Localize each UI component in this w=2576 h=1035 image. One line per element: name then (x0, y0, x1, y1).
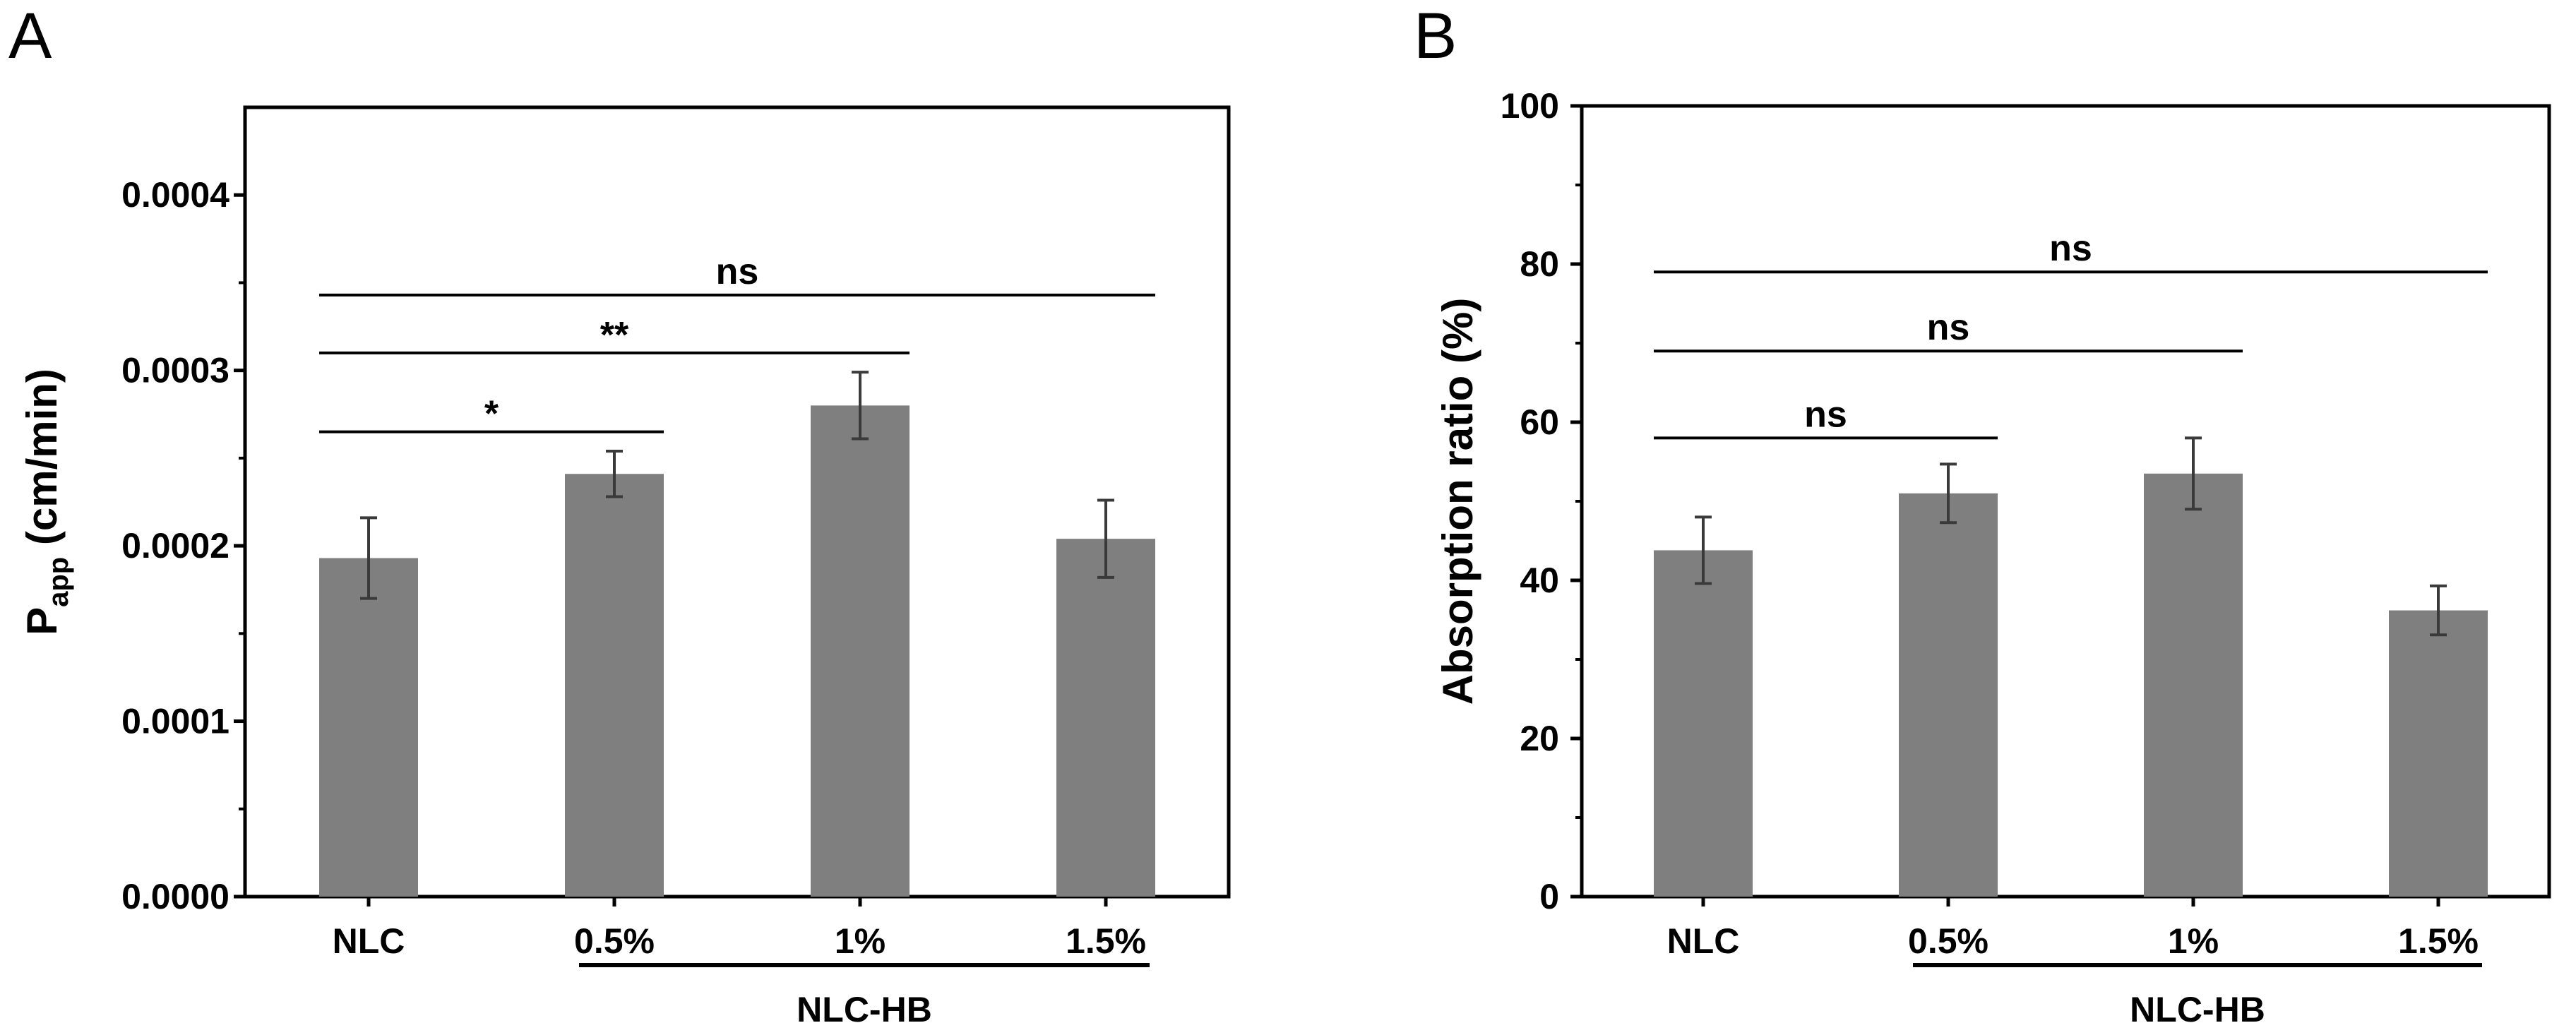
panel-a: A 0.0000 0.0001 0.0002 0.0003 0.0004 NLC 0.5% 1%… (8, 0, 1231, 1029)
x-tick-label: 1% (835, 921, 886, 961)
y-tick-label: 20 (1520, 719, 1559, 758)
y-tick-label: 0.0002 (121, 526, 229, 566)
x-tick-label: NLC (333, 921, 405, 961)
panel-b: B 0 20 40 60 80 100 NLC 0.5% 1% 1.5% ns ns ns NLC-HB Ab… (1414, 0, 2551, 1029)
y-tick-label: 0.0000 (121, 877, 229, 916)
bar-0 (1654, 550, 1753, 897)
bar-1 (1899, 493, 1998, 897)
panel-letter: B (1414, 0, 1457, 72)
bar-2 (2144, 473, 2243, 897)
group-label: NLC-HB (797, 990, 932, 1029)
bar-0 (319, 558, 418, 897)
significance-label-2: ns (716, 251, 759, 292)
x-tick-label: 0.5% (1908, 921, 1988, 961)
x-tick-label: 1.5% (1066, 921, 1146, 961)
y-tick-label: 0.0001 (121, 702, 229, 741)
y-axis-title-main: P (18, 607, 66, 635)
x-tick-label: NLC (1667, 921, 1740, 961)
y-tick-label: 40 (1520, 561, 1559, 600)
x-tick-label: 1% (2168, 921, 2219, 961)
y-tick-label: 80 (1520, 244, 1559, 284)
y-tick-label: 0 (1539, 877, 1559, 916)
y-axis-title: Absorption ratio (%) (1434, 298, 1481, 705)
y-axis-title-unit: (cm/min) (18, 369, 66, 557)
axis-frame (243, 105, 1231, 899)
y-tick-label: 100 (1501, 86, 1559, 126)
significance-label-1: ** (600, 315, 629, 356)
y-tick-label: 60 (1520, 402, 1559, 442)
significance-label-2: ns (2049, 228, 2092, 269)
significance-label-0: * (484, 394, 499, 435)
y-axis-title-subscript: app (43, 557, 74, 607)
bar-3 (1056, 539, 1155, 897)
x-tick-label: 1.5% (2398, 921, 2479, 961)
y-tick-label: 0.0003 (121, 351, 229, 390)
significance-label-0: ns (1804, 394, 1847, 435)
panel-letter: A (8, 0, 52, 72)
y-tick-label: 0.0004 (121, 175, 229, 215)
y-axis-title: Papp (cm/min) (18, 369, 74, 635)
bar-2 (811, 405, 910, 897)
significance-label-1: ns (1927, 307, 1970, 348)
x-tick-label: 0.5% (574, 921, 655, 961)
bar-3 (2389, 610, 2488, 897)
bar-1 (565, 474, 664, 897)
group-label: NLC-HB (2130, 990, 2265, 1029)
